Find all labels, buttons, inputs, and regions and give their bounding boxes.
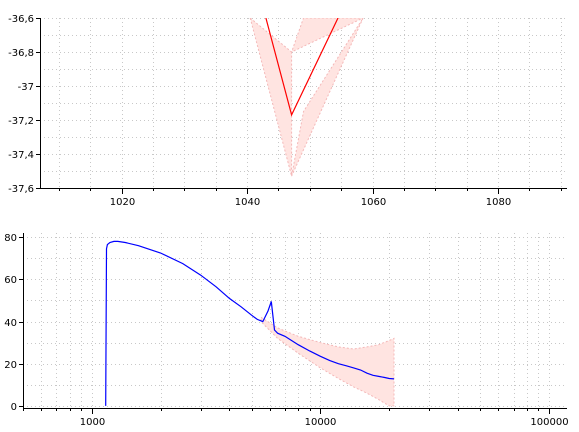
y-tick-label: -37,6	[8, 184, 34, 195]
y-tick-label: 0	[11, 402, 17, 413]
y-tick-label: -36,6	[8, 14, 34, 25]
x-tick-label: 1080	[486, 197, 511, 208]
confidence-band	[260, 316, 395, 407]
x-tick-label: 100000	[530, 417, 568, 428]
y-tick-label: -37	[18, 82, 34, 93]
x-tick-label: 1020	[110, 197, 135, 208]
y-tick-label: -37,2	[8, 116, 34, 127]
y-tick-label: 40	[4, 318, 17, 329]
confidence-band	[249, 18, 364, 177]
x-tick-label: 1040	[235, 197, 260, 208]
x-tick-label: 1060	[361, 197, 386, 208]
y-tick-label: 80	[4, 233, 17, 244]
y-tick-label: 60	[4, 275, 17, 286]
chart-2: 0 20 40 60 80 1000 10000 100000	[4, 233, 569, 428]
y-tick-label: -36,8	[8, 48, 34, 59]
grid	[23, 233, 567, 408]
y-tick-label: -37,4	[8, 150, 34, 161]
series-line-1	[105, 240, 395, 406]
x-tick-label: 1000	[80, 417, 105, 428]
y-tick-label: 20	[4, 360, 17, 371]
series-line-1	[265, 18, 339, 117]
chart-1: -36,6 -36,8 -37 -37,2 -37,4 -37,6 1020 1040 1060…	[8, 14, 567, 208]
x-tick-label: 10000	[305, 417, 337, 428]
